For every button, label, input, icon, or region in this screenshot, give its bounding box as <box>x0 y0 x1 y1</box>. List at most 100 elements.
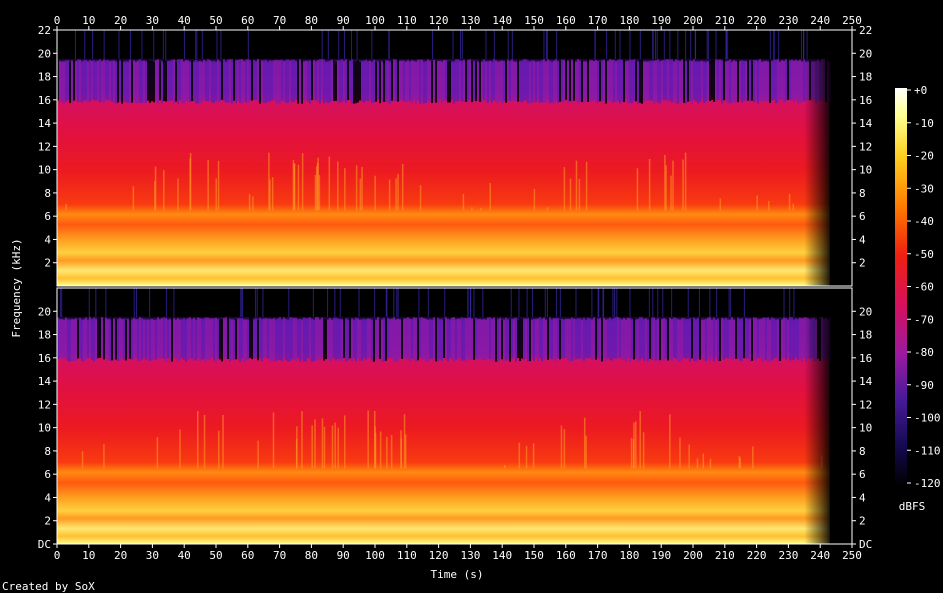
hf-noise-strip <box>371 62 373 104</box>
hf-noise-strip <box>97 318 99 359</box>
hf-noise-strip <box>235 59 237 103</box>
x-tick-label: 100 <box>365 14 385 27</box>
transient-line <box>379 431 382 469</box>
hf-noise-strip <box>373 59 375 103</box>
transient-line <box>177 178 179 211</box>
x-tick-label: 20 <box>114 14 127 27</box>
hf-noise-strip <box>609 59 611 102</box>
spike-line <box>59 288 61 318</box>
hf-noise-strip <box>267 318 269 359</box>
spike-line <box>690 30 692 60</box>
hf-noise-strip <box>527 60 529 103</box>
hf-noise-strip <box>225 317 227 359</box>
hf-noise-strip <box>339 59 341 103</box>
hf-noise-strip <box>793 60 795 103</box>
hf-noise-strip <box>597 60 599 103</box>
spike-line <box>84 30 86 60</box>
hf-noise-strip <box>143 319 145 359</box>
spike-line <box>247 30 249 60</box>
hf-noise-strip <box>541 318 543 362</box>
hf-noise-strip <box>171 59 173 101</box>
hf-noise-strip <box>661 319 663 360</box>
transient-line <box>702 453 705 469</box>
hf-noise-strip <box>425 318 427 362</box>
hf-noise-strip <box>713 59 715 102</box>
hf-noise-strip <box>453 317 455 362</box>
spike-line <box>652 30 654 60</box>
hf-noise-strip <box>387 317 389 359</box>
hf-noise-strip <box>221 319 223 362</box>
x-tick-label: 200 <box>683 549 703 562</box>
y-axis-right: 2 4 6 8 10 12 14 16 18 20 22 DC 2 4 6 8 10 12 14 16 18 20 <box>852 24 873 551</box>
hf-noise-strip <box>495 60 497 103</box>
spike-line <box>707 30 709 60</box>
hf-noise-strip <box>189 61 191 103</box>
hf-noise-strip <box>617 59 619 101</box>
hf-noise-strip <box>749 318 751 362</box>
hf-noise-strip <box>79 317 81 359</box>
hf-noise-strip <box>535 61 537 103</box>
hf-noise-strip <box>333 317 335 359</box>
hf-noise-strip <box>347 60 349 101</box>
transient-line <box>222 414 224 469</box>
hf-noise-strip <box>539 61 541 103</box>
hf-noise-strip <box>567 60 569 104</box>
hf-noise-strip <box>245 59 247 103</box>
hf-noise-strip <box>483 319 485 360</box>
hf-noise-strip <box>443 319 445 359</box>
hf-noise-strip <box>429 319 431 360</box>
hf-noise-strip <box>115 61 117 104</box>
hf-noise-strip <box>167 61 169 102</box>
x-tick-label: 80 <box>305 14 318 27</box>
hf-noise-strip <box>159 61 161 101</box>
hf-noise-strip <box>91 60 93 100</box>
spike-line <box>470 288 472 318</box>
hf-noise-strip <box>127 61 129 103</box>
y-tick-label: 2 <box>44 515 51 528</box>
hf-noise-strip <box>101 317 103 359</box>
spike-line <box>594 30 596 60</box>
hf-noise-strip <box>333 60 335 101</box>
hf-noise-strip <box>351 318 353 362</box>
hf-noise-strip <box>287 59 289 103</box>
spike-line <box>327 30 329 60</box>
hf-noise-strip <box>523 59 525 101</box>
hf-noise-strip <box>583 317 585 361</box>
hf-noise-strip <box>479 319 481 359</box>
hf-noise-strip <box>571 59 573 103</box>
hf-noise-strip <box>705 319 707 362</box>
hf-noise-strip <box>579 60 581 102</box>
hf-noise-strip <box>411 60 413 104</box>
hf-noise-strip <box>727 319 729 359</box>
hf-noise-strip <box>279 317 281 361</box>
hf-noise-strip <box>91 318 93 360</box>
y-tick-label: DC <box>859 538 872 551</box>
hf-noise-strip <box>479 59 481 102</box>
hf-noise-strip <box>725 317 727 358</box>
hf-noise-strip <box>367 61 369 102</box>
spike-line <box>793 288 795 318</box>
hf-noise-strip <box>363 318 365 359</box>
hf-noise-strip <box>561 59 563 103</box>
hf-noise-strip <box>161 317 163 359</box>
hf-noise-strip <box>203 59 205 101</box>
hf-noise-strip <box>239 317 241 362</box>
transient-line <box>563 429 566 469</box>
y-tick-label: 16 <box>859 352 872 365</box>
hf-noise-strip <box>599 61 601 102</box>
hf-noise-strip <box>475 317 477 359</box>
transient-line <box>373 410 376 469</box>
x-tick-label: 250 <box>842 549 862 562</box>
hf-noise-strip <box>163 59 165 101</box>
hf-noise-strip <box>153 61 155 103</box>
spike-line <box>321 30 323 60</box>
hf-noise-strip <box>507 319 509 360</box>
hf-noise-strip <box>551 319 553 360</box>
hf-noise-strip <box>785 59 787 101</box>
hf-noise-strip <box>549 317 551 359</box>
transient-line <box>709 458 712 469</box>
hf-noise-strip <box>637 61 639 104</box>
spike-line <box>662 288 664 318</box>
x-tick-label: 60 <box>241 14 254 27</box>
transient-line <box>334 422 336 469</box>
